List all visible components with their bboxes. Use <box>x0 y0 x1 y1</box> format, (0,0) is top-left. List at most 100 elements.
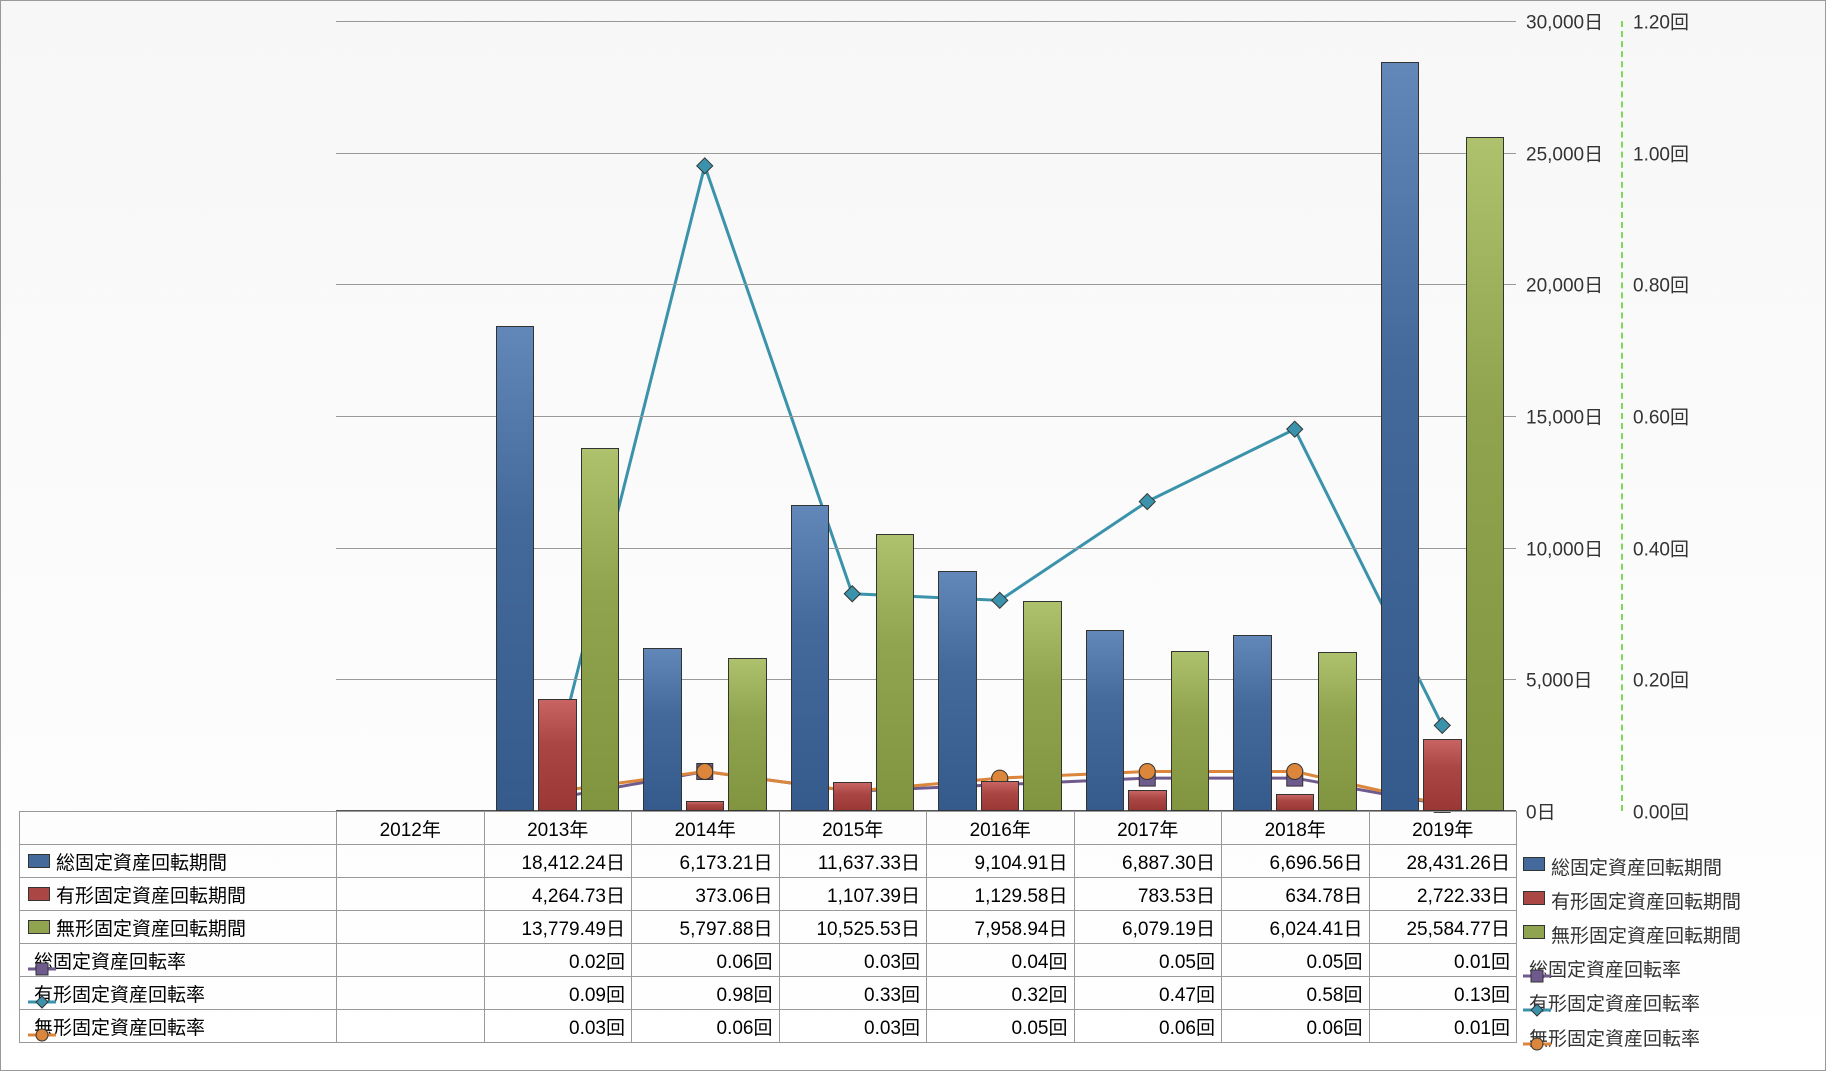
table-cell <box>337 845 485 878</box>
series-label-text: 無形固定資産回転率 <box>34 1018 205 1039</box>
table-cell: 373.06日 <box>632 878 780 911</box>
legend-marker-bar <box>28 918 50 940</box>
line-s5 <box>557 166 1442 752</box>
table-cell: 0.05回 <box>1074 944 1222 977</box>
series-label-text: 無形固定資産回転期間 <box>56 919 246 940</box>
legend-marker-bar <box>28 852 50 874</box>
table-corner <box>20 812 337 845</box>
y1-tick-label: 15,000日 <box>1526 403 1603 430</box>
table-cell: 6,887.30日 <box>1074 845 1222 878</box>
bar-s2 <box>1423 739 1462 811</box>
bar-s3 <box>1023 601 1062 811</box>
table-cell: 2,722.33日 <box>1369 878 1517 911</box>
y1-tick-label: 25,000日 <box>1526 139 1603 166</box>
table-cell: 783.53日 <box>1074 878 1222 911</box>
gridline <box>336 284 1516 285</box>
bar-s3 <box>581 448 620 811</box>
bar-s1 <box>496 326 535 811</box>
legend-label-text: 総固定資産回転期間 <box>1551 853 1722 880</box>
table-col-header: 2014年 <box>632 812 780 845</box>
table-cell: 1,129.58日 <box>927 878 1075 911</box>
table-cell <box>337 878 485 911</box>
table-row-label: 無形固定資産回転期間 <box>20 911 337 944</box>
table-col-header: 2012年 <box>337 812 485 845</box>
y1-tick-label: 5,000日 <box>1526 666 1593 693</box>
marker-s5 <box>844 586 860 602</box>
marker-s5 <box>1531 1004 1543 1016</box>
table-cell <box>337 911 485 944</box>
legend-label-text: 無形固定資産回転期間 <box>1551 921 1741 948</box>
table-cell: 0.06回 <box>632 1010 780 1043</box>
table-cell: 13,779.49日 <box>484 911 632 944</box>
table-cell: 0.98回 <box>632 977 780 1010</box>
bar-s2 <box>686 801 725 811</box>
bar-s2 <box>1276 794 1315 811</box>
y2-tick-label: 1.20回 <box>1633 8 1689 35</box>
marker-s5 <box>36 996 48 1008</box>
gridline <box>336 153 1516 154</box>
bar-s3 <box>876 534 915 811</box>
y2-tick-label: 0.40回 <box>1633 534 1689 561</box>
table-cell: 0.01回 <box>1369 1010 1517 1043</box>
table-cell: 0.05回 <box>1222 944 1370 977</box>
table-col-header: 2017年 <box>1074 812 1222 845</box>
marker-s6 <box>1531 1038 1543 1050</box>
table-cell: 25,584.77日 <box>1369 911 1517 944</box>
table-row-label: 総固定資産回転期間 <box>20 845 337 878</box>
table-cell: 0.33回 <box>779 977 927 1010</box>
table-cell: 7,958.94日 <box>927 911 1075 944</box>
series-label-text: 総固定資産回転期間 <box>56 853 227 874</box>
table-row-label: 無形固定資産回転率 <box>20 1010 337 1043</box>
y2-tick-label: 0.80回 <box>1633 271 1689 298</box>
table-cell: 18,412.24日 <box>484 845 632 878</box>
bar-s3 <box>1466 137 1505 811</box>
y2-tick-label: 0.60回 <box>1633 403 1689 430</box>
y1-tick-label: 10,000日 <box>1526 534 1603 561</box>
marker-s6 <box>1287 764 1303 780</box>
table-cell <box>337 1010 485 1043</box>
legend-label-text: 総固定資産回転率 <box>1529 955 1681 982</box>
y1-tick-label: 30,000日 <box>1526 8 1603 35</box>
legend-marker-bar <box>1523 855 1545 877</box>
table-cell: 10,525.53日 <box>779 911 927 944</box>
table-col-header: 2018年 <box>1222 812 1370 845</box>
y2-tick-label: 0.20回 <box>1633 666 1689 693</box>
table-cell: 6,696.56日 <box>1222 845 1370 878</box>
y2-tick-label: 1.00回 <box>1633 139 1689 166</box>
table-cell: 0.03回 <box>484 1010 632 1043</box>
table-cell: 6,173.21日 <box>632 845 780 878</box>
table-cell: 0.02回 <box>484 944 632 977</box>
legend-marker-bar <box>28 885 50 907</box>
legend-label-text: 有形固定資産回転期間 <box>1551 887 1741 914</box>
bar-s1 <box>1233 635 1272 811</box>
table-col-header: 2013年 <box>484 812 632 845</box>
chart-data-table: 2012年2013年2014年2015年2016年2017年2018年2019年… <box>19 811 1517 1043</box>
table-cell: 0.58回 <box>1222 977 1370 1010</box>
legend-item: 総固定資産回転率 <box>1523 952 1826 986</box>
y1-tick-label: 0日 <box>1526 798 1556 825</box>
table-cell: 0.01回 <box>1369 944 1517 977</box>
marker-s6 <box>36 1029 48 1041</box>
table-row-label: 総固定資産回転率 <box>20 944 337 977</box>
table-cell: 634.78日 <box>1222 878 1370 911</box>
table-cell: 0.03回 <box>779 944 927 977</box>
bar-s1 <box>1381 62 1420 811</box>
marker-s4 <box>36 963 48 975</box>
table-col-header: 2019年 <box>1369 812 1517 845</box>
y2-tick-label: 0.00回 <box>1633 798 1689 825</box>
table-cell: 0.32回 <box>927 977 1075 1010</box>
gridline <box>336 21 1516 22</box>
table-cell: 9,104.91日 <box>927 845 1075 878</box>
legend-item: 有形固定資産回転率 <box>1523 986 1826 1020</box>
plot-area <box>336 21 1516 811</box>
table-cell: 1,107.39日 <box>779 878 927 911</box>
table-cell: 0.13回 <box>1369 977 1517 1010</box>
legend-item: 無形固定資産回転期間 <box>1523 917 1826 951</box>
bar-s1 <box>938 571 977 811</box>
series-label-text: 有形固定資産回転率 <box>34 985 205 1006</box>
legend-marker-bar <box>1523 923 1545 945</box>
table-row-label: 有形固定資産回転率 <box>20 977 337 1010</box>
legend-item: 無形固定資産回転率 <box>1523 1020 1826 1054</box>
bar-s1 <box>1086 630 1125 811</box>
table-cell: 0.47回 <box>1074 977 1222 1010</box>
